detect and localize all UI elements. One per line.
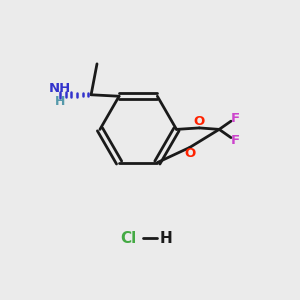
Text: NH: NH [49, 82, 71, 95]
Text: H: H [55, 95, 65, 108]
Text: F: F [231, 112, 240, 125]
Text: H: H [160, 231, 172, 246]
Text: O: O [184, 147, 195, 161]
Text: Cl: Cl [120, 231, 136, 246]
Text: O: O [194, 115, 205, 128]
Text: F: F [231, 134, 240, 147]
